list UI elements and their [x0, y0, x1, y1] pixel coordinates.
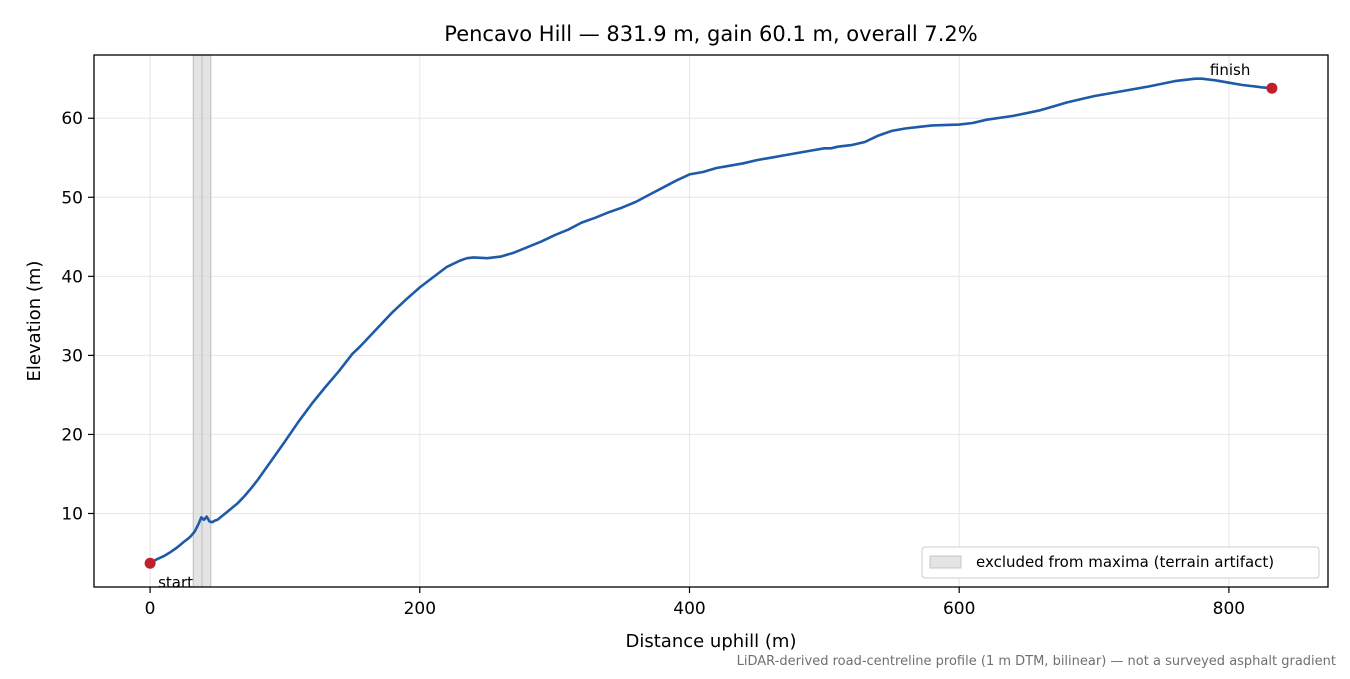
y-tick-label: 10 — [61, 504, 83, 524]
x-tick-label: 0 — [145, 599, 156, 619]
finish-marker — [1266, 82, 1278, 94]
x-axis-label: Distance uphill (m) — [626, 631, 797, 652]
legend-label: excluded from maxima (terrain artifact) — [976, 553, 1274, 571]
finish-label: finish — [1210, 61, 1250, 79]
y-axis-label: Elevation (m) — [24, 261, 45, 382]
y-tick-label: 20 — [61, 425, 83, 445]
footnote: LiDAR-derived road-centreline profile (1… — [737, 654, 1336, 669]
legend-box — [921, 546, 1320, 579]
excluded-band-layer — [192, 55, 212, 587]
start-label: start — [158, 573, 193, 591]
y-tick-label: 30 — [61, 346, 83, 366]
start-marker — [144, 557, 156, 569]
x-tick-label: 200 — [404, 599, 436, 619]
y-tick-label: 60 — [61, 109, 83, 129]
grid-lines — [94, 55, 1328, 587]
x-tick-label: 800 — [1213, 599, 1245, 619]
y-tick-label: 40 — [61, 267, 83, 287]
legend: excluded from maxima (terrain artifact) — [921, 546, 1320, 579]
series-layer — [149, 77, 1273, 565]
x-tick-label: 600 — [943, 599, 975, 619]
legend-swatch — [929, 555, 962, 569]
y-tick-label: 50 — [61, 188, 83, 208]
marker-layer: start finish — [144, 61, 1278, 591]
plot-frame — [93, 54, 1329, 588]
elevation-line — [149, 77, 1273, 565]
tick-layer: 0 200 400 600 800 10 20 30 40 50 60 — [61, 109, 1245, 619]
x-tick-label: 400 — [673, 599, 705, 619]
chart-title: Pencavo Hill — 831.9 m, gain 60.1 m, ove… — [444, 22, 977, 46]
